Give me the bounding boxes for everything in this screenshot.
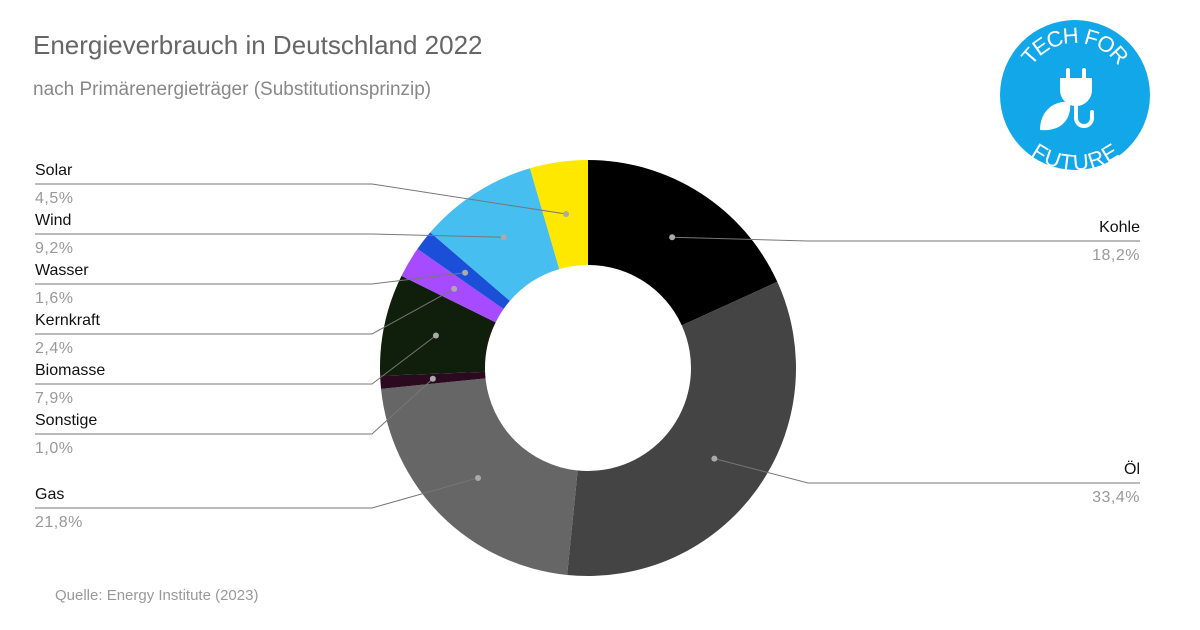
value-label: 2,4% (35, 340, 73, 357)
donut-slice (588, 160, 778, 326)
leader-line (35, 335, 437, 385)
category-label: Sonstige (35, 412, 97, 429)
category-label: Wasser (35, 262, 89, 279)
plug-icon (1060, 68, 1094, 128)
leader-line (672, 236, 1140, 242)
chart-subtitle: nach Primärenergieträger (Substitutionsp… (33, 79, 431, 100)
value-label: 21,8% (35, 514, 83, 531)
category-label: Öl (1124, 460, 1140, 478)
value-label: 4,5% (35, 190, 73, 207)
category-label: Kernkraft (35, 312, 100, 329)
leader-line (35, 477, 479, 509)
leader-line (35, 378, 434, 435)
logo: TECH FOR FUTURE (1000, 20, 1150, 175)
leader-line (35, 183, 567, 215)
chart-title: Energieverbrauch in Deutschland 2022 (33, 30, 483, 60)
leader-dot (451, 285, 458, 292)
donut-slice (401, 248, 504, 323)
leader-dot (429, 375, 436, 382)
category-label: Wind (35, 212, 71, 229)
leader-dot (563, 211, 570, 218)
value-label: 18,2% (1092, 247, 1140, 264)
leader-dot (432, 332, 439, 339)
donut-slice (380, 275, 496, 376)
donut-slice (567, 281, 797, 577)
category-label: Gas (35, 486, 64, 503)
leaf-icon (1040, 101, 1071, 131)
category-label: Solar (35, 162, 73, 179)
leader-line (35, 272, 466, 285)
leader-line (35, 233, 504, 238)
category-label: Biomasse (35, 362, 105, 379)
leader-dot (462, 269, 469, 276)
leader-dot (475, 474, 482, 481)
donut-slice (430, 168, 560, 301)
source-note: Quelle: Energy Institute (2023) (55, 587, 258, 604)
value-label: 33,4% (1092, 489, 1140, 506)
leader-dot (711, 455, 718, 462)
value-label: 1,0% (35, 440, 73, 457)
leader-dot (669, 234, 676, 241)
donut-slice (529, 160, 588, 270)
leader-line (714, 458, 1140, 484)
value-label: 1,6% (35, 290, 73, 307)
leader-line (35, 288, 455, 335)
value-label: 7,9% (35, 390, 73, 407)
leader-dot (500, 234, 507, 241)
category-label: Kohle (1099, 219, 1140, 236)
value-label: 9,2% (35, 240, 73, 257)
